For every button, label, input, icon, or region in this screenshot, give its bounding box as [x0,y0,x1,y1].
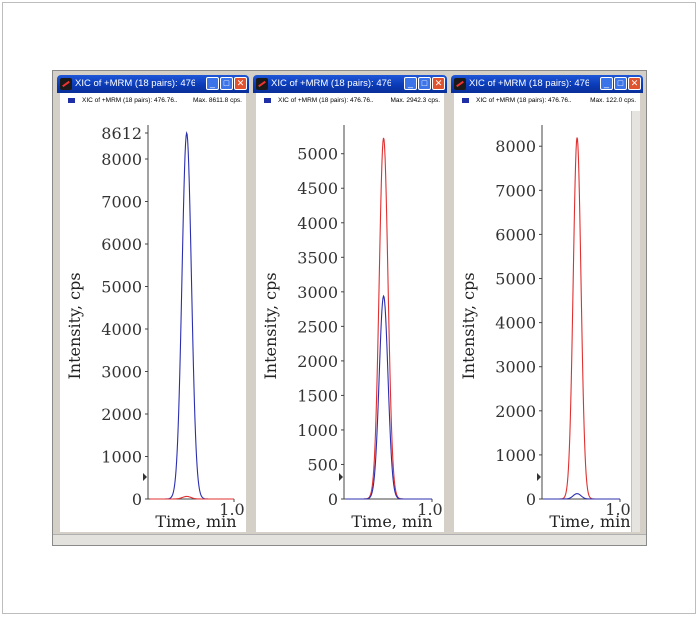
x-axis-label: Time, min [351,512,432,531]
axis-marker [143,473,147,481]
y-tick-label: 1000 [495,446,536,465]
y-tick-label: 3000 [297,283,338,302]
y-tick-label: 2500 [297,317,338,336]
plot-area[interactable]: XIC of +MRM (18 pairs): 476.76... Max. 1… [454,93,640,532]
window-titlebar[interactable]: XIC of +MRM (18 pairs): 476.760/502.... … [451,75,643,93]
close-button[interactable]: ✕ [432,77,445,90]
max-intensity-label: Max. 122.0 cps. [590,97,636,104]
legend-bar: XIC of +MRM (18 pairs): 476.76... Max. 8… [60,93,246,109]
horizontal-scrollbar[interactable] [53,534,646,545]
window-title: XIC of +MRM (18 pairs): 476.760/502.... [75,78,195,89]
legend-bar: XIC of +MRM (18 pairs): 476.76... Max. 1… [454,93,640,109]
series-line-2 [543,493,620,500]
y-tick-label: 8612 [101,124,142,143]
chromatogram-plot[interactable]: 0 1000 2000 3000 4000 5000 6000 7000 8000 8612 1.0… [60,93,246,532]
vertical-scrollbar[interactable] [631,111,640,532]
app-logo-icon [256,78,268,90]
series-line-1 [149,131,234,500]
y-tick-label: 5000 [101,278,142,297]
series-line-1 [543,137,620,500]
close-button[interactable]: ✕ [234,77,247,90]
y-tick-label: 0 [526,490,536,509]
y-tick-label: 1000 [101,448,142,467]
app-logo-icon [60,78,72,90]
y-tick-label: 4000 [297,214,338,233]
legend-label: XIC of +MRM (18 pairs): 476.76... [278,97,373,104]
legend-label: XIC of +MRM (18 pairs): 476.76... [476,97,571,104]
y-tick-label: 8000 [495,137,536,156]
y-tick-label: 5000 [297,145,338,164]
max-intensity-label: Max. 8611.8 cps. [192,97,242,104]
y-tick-label: 6000 [495,225,536,244]
x-axis-label: Time, min [155,512,236,531]
maximize-button[interactable]: □ [418,77,431,90]
y-axis-label: Intensity, cps [65,272,84,379]
y-tick-label: 0 [328,490,338,509]
y-axis-label: Intensity, cps [459,272,478,379]
axis-marker [339,473,343,481]
y-tick-label: 2000 [297,352,338,371]
x-tick-label: 1.0 [417,500,442,519]
y-tick-label: 8000 [101,150,142,169]
legend-swatch [264,98,271,103]
minimize-button[interactable]: _ [404,77,417,90]
series-line-1 [345,137,432,500]
y-tick-label: 4000 [495,314,536,333]
x-tick-label: 1.0 [605,500,630,519]
legend-swatch [462,98,469,103]
y-tick-label: 2000 [101,405,142,424]
y-tick-label: 0 [132,490,142,509]
y-tick-label: 500 [307,455,338,474]
chromatogram-window-1: XIC of +MRM (18 pairs): 476.760/502.... … [57,75,249,535]
y-tick-label: 7000 [101,193,142,212]
x-axis-label: Time, min [549,512,630,531]
plot-area[interactable]: XIC of +MRM (18 pairs): 476.76... Max. 2… [256,93,444,532]
y-tick-label: 3500 [297,248,338,267]
app-window: XIC of +MRM (18 pairs): 476.760/502.... … [52,70,647,546]
axis-marker [537,473,541,481]
window-titlebar[interactable]: XIC of +MRM (18 pairs): 476.760/502.... … [253,75,447,93]
window-titlebar[interactable]: XIC of +MRM (18 pairs): 476.760/502.... … [57,75,249,93]
chromatogram-window-3: XIC of +MRM (18 pairs): 476.760/502.... … [451,75,643,535]
y-tick-label: 5000 [495,270,536,289]
chromatogram-plot[interactable]: 0 500 1000 1500 2000 2500 3000 3500 4000 4500 5000… [256,93,444,532]
max-intensity-label: Max. 2942.3 cps. [390,97,441,104]
chromatogram-window-2: XIC of +MRM (18 pairs): 476.760/502.... … [253,75,447,535]
window-title: XIC of +MRM (18 pairs): 476.760/502.... [469,78,589,89]
y-tick-label: 3000 [101,363,142,382]
y-tick-label: 4500 [297,179,338,198]
plot-area[interactable]: XIC of +MRM (18 pairs): 476.76... Max. 8… [60,93,246,532]
maximize-button[interactable]: □ [614,77,627,90]
y-tick-label: 4000 [101,320,142,339]
y-tick-label: 7000 [495,181,536,200]
legend-swatch [68,98,75,103]
minimize-button[interactable]: _ [206,77,219,90]
app-logo-icon [454,78,466,90]
series-line-2 [149,495,234,500]
series-line-2 [345,294,432,500]
maximize-button[interactable]: □ [220,77,233,90]
legend-bar: XIC of +MRM (18 pairs): 476.76... Max. 2… [256,93,444,109]
legend-label: XIC of +MRM (18 pairs): 476.76... [82,97,177,104]
chromatogram-plot[interactable]: 0 1000 2000 3000 4000 5000 6000 7000 8000 1.0Time… [454,93,632,532]
y-tick-label: 6000 [101,235,142,254]
y-tick-label: 1000 [297,421,338,440]
y-tick-label: 1500 [297,386,338,405]
x-tick-label: 1.0 [219,500,244,519]
window-title: XIC of +MRM (18 pairs): 476.760/502.... [271,78,391,89]
y-tick-label: 2000 [495,402,536,421]
minimize-button[interactable]: _ [600,77,613,90]
close-button[interactable]: ✕ [628,77,641,90]
y-tick-label: 3000 [495,358,536,377]
y-axis-label: Intensity, cps [261,272,280,379]
